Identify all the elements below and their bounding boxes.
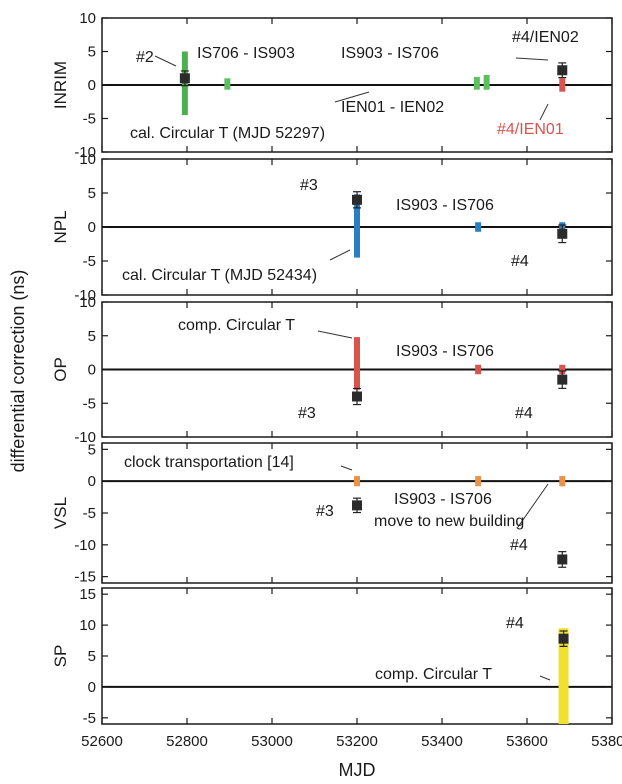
y-tick-label: 10: [79, 294, 96, 311]
y-tick-label: 0: [88, 473, 96, 490]
annotation: move to new building: [374, 513, 524, 530]
bar-mark: [475, 476, 482, 487]
y-tick-label: -15: [74, 569, 96, 586]
y-tick-label: 5: [88, 441, 96, 458]
y-tick-label: 0: [88, 77, 96, 94]
bar-mark: [559, 364, 566, 375]
data-point: [352, 500, 362, 511]
bar-mark: [558, 628, 569, 724]
panel-label: VSL: [51, 497, 70, 529]
annotation: #4: [506, 615, 524, 632]
panel-label: NPL: [51, 210, 70, 243]
bar-mark: [559, 78, 566, 92]
data-point: [352, 194, 362, 205]
x-tick-label: 53200: [336, 733, 378, 750]
data-point: [179, 73, 190, 84]
panel-vsl: -15 -10 -5 0 5 VSL clock transportation [14] IS…: [51, 441, 613, 586]
bar-mark: [475, 222, 482, 232]
y-tick-label: -10: [74, 144, 96, 161]
bar-mark: [354, 194, 360, 258]
leader-line: [515, 57, 549, 61]
panel-label: SP: [51, 645, 70, 668]
annotation: IS706 - IS903: [197, 45, 295, 62]
annotation: #4: [510, 537, 528, 554]
y-tick-label: -5: [83, 395, 96, 412]
leader-line: [517, 483, 549, 528]
annotation: clock transportation [14]: [124, 454, 294, 471]
data-point: [558, 633, 569, 644]
y-axis-title: differential correction (ns): [8, 270, 28, 473]
x-tick-label: 53400: [421, 733, 463, 750]
annotation: IEN01 - IEN02: [341, 99, 444, 116]
panel-inrim: -10 -5 0 5 10 INRIM #2 IS706 - IS903 IS903 - IS7…: [51, 10, 613, 161]
data-point: [557, 65, 568, 76]
annotation: comp. Circular T: [178, 317, 295, 334]
x-tick-label: 53800: [591, 733, 622, 750]
y-tick-label: -10: [74, 287, 96, 304]
y-tick-label: -10: [74, 537, 96, 554]
panel-frame: [101, 587, 613, 725]
bar-mark: [559, 476, 566, 487]
x-tick-label: 53600: [506, 733, 548, 750]
data-point: [557, 374, 568, 385]
x-tick-label: 52800: [166, 733, 208, 750]
leader-line: [334, 91, 370, 103]
y-tick-label: 0: [88, 679, 96, 696]
leader-line: [317, 330, 353, 339]
y-tick-label: -5: [83, 111, 96, 128]
leader-line: [154, 55, 177, 67]
annotation: cal. Circular T (MJD 52297): [130, 125, 325, 142]
y-tick-label: -5: [83, 710, 96, 727]
data-point: [352, 391, 362, 402]
y-tick-label: 10: [79, 151, 96, 168]
y-tick-label: 5: [88, 648, 96, 665]
annotation: comp. Circular T: [375, 666, 492, 683]
annotation: IS903 - IS706: [394, 491, 492, 508]
y-tick-label: 10: [79, 617, 96, 634]
panel-label: INRIM: [51, 61, 70, 109]
annotation: #4/IEN01: [497, 121, 564, 138]
annotation: #4/IEN02: [512, 29, 579, 46]
bar-mark: [224, 78, 231, 90]
annotation: IS903 - IS706: [396, 197, 494, 214]
leader-line: [539, 675, 551, 681]
leader-line: [329, 249, 351, 261]
panel-op: -10 -5 0 5 10 OP comp. Circular T IS903 - IS706…: [51, 294, 613, 446]
y-tick-label: 0: [88, 219, 96, 236]
x-axis-title: MJD: [339, 760, 376, 780]
annotation: #3: [298, 405, 316, 422]
leader-line: [539, 103, 549, 121]
annotation: IS903 - IS706: [341, 45, 439, 62]
y-tick-label: 5: [88, 44, 96, 61]
y-tick-label: 5: [88, 185, 96, 202]
y-tick-label: 15: [79, 586, 96, 603]
annotation: #4: [515, 405, 533, 422]
panel-npl: -10 -5 0 5 10 NPL #3 IS903 - IS706 #4 cal. Circul…: [51, 151, 613, 304]
x-tick-label: 53000: [251, 733, 293, 750]
y-tick-label: -5: [83, 505, 96, 522]
annotation: cal. Circular T (MJD 52434): [122, 267, 317, 284]
data-point: [557, 228, 568, 239]
y-tick-label: 10: [79, 10, 96, 27]
annotation: IS903 - IS706: [396, 343, 494, 360]
panel-sp: -5 0 5 10 15 SP #4 comp. Circular T: [51, 586, 613, 727]
bar-mark: [475, 364, 482, 375]
annotation: #4: [511, 253, 529, 270]
bar-mark: [473, 76, 480, 90]
y-tick-label: -10: [74, 429, 96, 446]
leader-line: [340, 465, 353, 471]
annotation: #3: [316, 503, 334, 520]
bar-mark: [483, 74, 490, 90]
y-tick-label: -5: [83, 253, 96, 270]
data-point: [557, 554, 568, 565]
x-tick-label: 52600: [81, 733, 123, 750]
bar-mark: [354, 337, 360, 390]
y-tick-label: 5: [88, 328, 96, 345]
y-tick-label: 0: [88, 362, 96, 379]
annotation: #3: [300, 177, 318, 194]
bar-mark: [354, 476, 360, 487]
annotation: #2: [136, 49, 154, 66]
panel-label: OP: [51, 357, 70, 382]
